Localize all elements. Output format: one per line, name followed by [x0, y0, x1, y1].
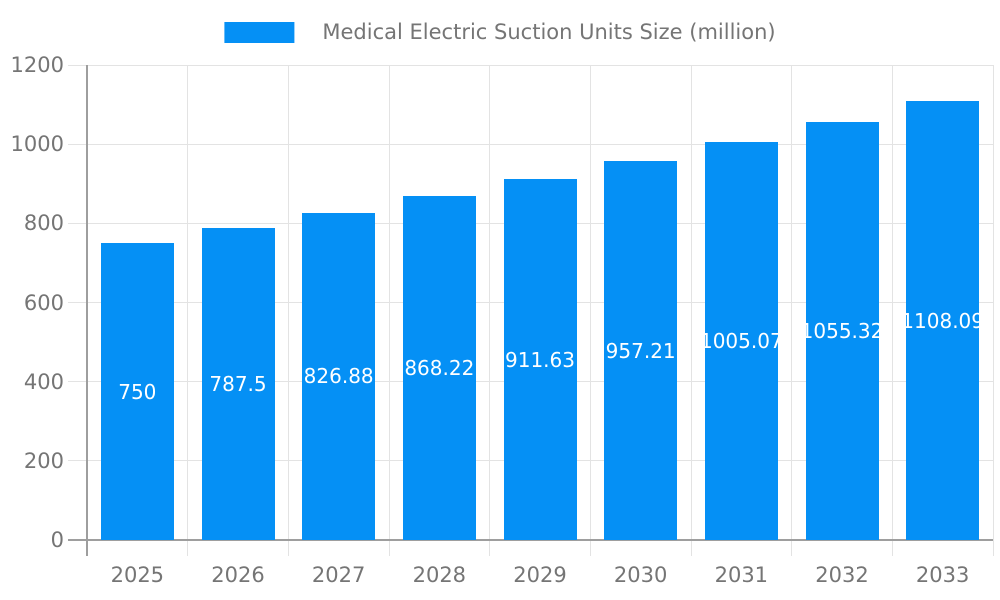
- x-axis-label: 2027: [311, 563, 366, 587]
- x-axis-tick: [589, 540, 591, 556]
- x-axis-tick: [992, 540, 994, 556]
- bar-value-label: 1005.07: [699, 329, 783, 354]
- bar[interactable]: [704, 142, 778, 540]
- x-axis-label: 2026: [211, 563, 265, 587]
- x-gridline: [992, 65, 994, 540]
- bar[interactable]: [604, 161, 678, 540]
- x-axis-tick: [690, 540, 692, 556]
- x-gridline: [891, 65, 893, 540]
- legend[interactable]: Medical Electric Suction Units Size (mil…: [224, 20, 776, 44]
- bar-value-label: 957.21: [605, 338, 676, 363]
- x-axis-label: 2031: [714, 563, 769, 587]
- x-axis-tick: [187, 540, 189, 556]
- x-gridline: [589, 65, 591, 540]
- y-gridline: [87, 64, 993, 66]
- x-gridline: [187, 65, 189, 540]
- bar-value-label: 1108.09: [901, 308, 985, 333]
- y-axis-tick: [68, 64, 87, 66]
- legend-label: Medical Electric Suction Units Size (mil…: [322, 20, 776, 44]
- y-axis-tick: [68, 381, 87, 383]
- x-axis-label: 2025: [110, 563, 165, 587]
- y-axis-tick: [68, 143, 87, 145]
- bar-value-label: 911.63: [505, 347, 575, 372]
- y-axis-label: 600: [23, 290, 64, 315]
- bar[interactable]: [906, 101, 980, 540]
- y-axis-label: 1000: [10, 132, 64, 157]
- x-gridline: [287, 65, 289, 540]
- x-axis-label: 2028: [412, 563, 467, 587]
- y-axis-tick: [68, 222, 87, 224]
- x-axis-tick: [287, 540, 289, 556]
- y-gridline: [87, 143, 993, 145]
- bar-value-label: 787.5: [209, 372, 267, 397]
- x-axis-label: 2029: [513, 563, 567, 587]
- y-axis-label: 800: [23, 211, 64, 236]
- legend-swatch-icon: [224, 21, 295, 43]
- x-gridline: [489, 65, 491, 540]
- y-axis-label: 1200: [10, 53, 64, 77]
- bar-value-label: 826.88: [303, 364, 374, 389]
- y-axis-label: 400: [23, 369, 64, 394]
- x-axis-tick: [891, 540, 893, 556]
- x-gridline: [690, 65, 692, 540]
- y-axis-tick: [68, 460, 87, 462]
- bar-value-label: 750: [118, 379, 157, 404]
- bar-value-label: 1055.32: [800, 319, 884, 344]
- x-gridline: [388, 65, 390, 540]
- bar[interactable]: [805, 122, 879, 540]
- bar[interactable]: [402, 196, 476, 540]
- x-axis-tick: [388, 540, 390, 556]
- y-axis-label: 0: [50, 528, 64, 552]
- bar-value-label: 868.22: [404, 356, 475, 381]
- bar[interactable]: [201, 228, 275, 540]
- y-axis-tick: [68, 302, 87, 303]
- x-axis-line: [68, 539, 993, 541]
- x-gridline: [791, 65, 793, 540]
- x-axis-tick: [791, 540, 793, 556]
- plot-area: 0 200 400 600 800 1000 1200 750 2025 787.5 2026 826…: [11, 53, 994, 587]
- x-axis-label: 2033: [915, 563, 970, 587]
- bar[interactable]: [503, 179, 577, 540]
- y-axis-label: 200: [23, 448, 64, 473]
- y-axis-line: [86, 65, 88, 556]
- bar[interactable]: [302, 212, 376, 540]
- x-axis-tick: [489, 540, 491, 556]
- bar[interactable]: [100, 243, 174, 540]
- x-axis-label: 2032: [815, 563, 869, 587]
- x-axis-label: 2030: [613, 563, 668, 587]
